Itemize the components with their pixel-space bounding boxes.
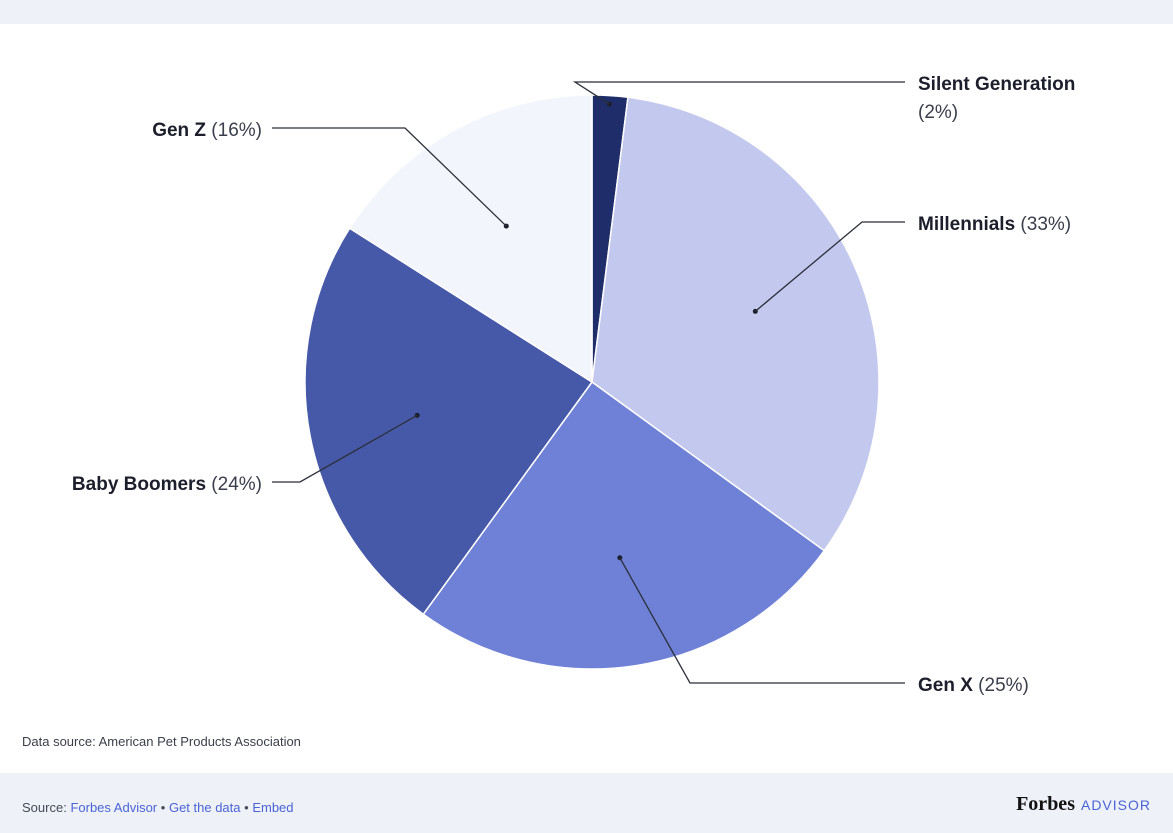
source-prefix: Source:	[22, 800, 67, 815]
leader-line	[754, 221, 905, 312]
slice-label-gen-x: Gen X (25%)	[918, 675, 1029, 696]
data-source-note: Data source: American Pet Products Assoc…	[22, 734, 301, 749]
embed-link[interactable]: Embed	[252, 800, 294, 815]
pie-svg: Silent Generation (2%) Millennials (33%) Ge…	[72, 74, 1075, 696]
pie-chart: Silent Generation (2%) Millennials (33%) Ge…	[0, 24, 1173, 764]
pie-slice-gen-x	[422, 380, 826, 670]
slice-label-millennials: Millennials (33%)	[918, 214, 1071, 235]
brand-name: Forbes	[1016, 793, 1075, 815]
brand-suffix: ADVISOR	[1080, 797, 1151, 813]
slice-label-silent-generation: Silent Generation (2%)	[918, 74, 1075, 123]
separator: •	[244, 800, 249, 815]
get-the-data-link[interactable]: Get the data	[168, 800, 241, 815]
forbes-advisor-link[interactable]: Forbes Advisor	[70, 800, 158, 815]
leader-line	[272, 414, 418, 483]
top-band	[0, 0, 1173, 24]
footer: Source: Forbes Advisor • Get the data • …	[0, 773, 1173, 833]
forbes-advisor-logo: Forbes ADVISOR	[1016, 793, 1151, 816]
leader-line	[572, 81, 905, 105]
separator: •	[160, 800, 166, 815]
footer-source: Source: Forbes Advisor • Get the data • …	[22, 800, 294, 815]
pie-slice-millennials	[591, 96, 880, 552]
slice-label-gen-z: Gen Z (16%)	[152, 120, 262, 141]
leader-line	[272, 127, 507, 227]
pie-slice-gen-z	[348, 94, 593, 384]
slice-label-baby-boomers: Baby Boomers (24%)	[72, 474, 262, 495]
pie-slice-baby-boomers	[304, 227, 594, 616]
leader-line	[619, 557, 905, 684]
